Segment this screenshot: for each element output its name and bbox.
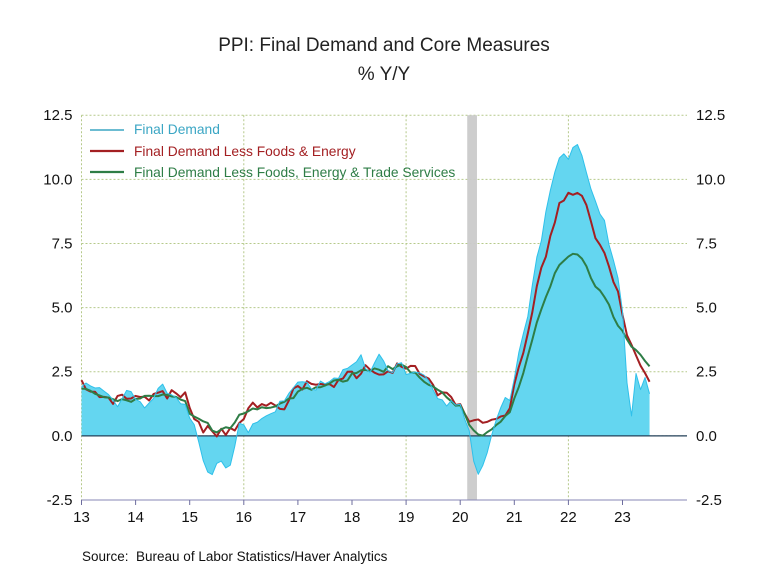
svg-text:0.0: 0.0 [52,428,73,445]
svg-text:23: 23 [614,509,631,526]
svg-text:5.0: 5.0 [52,300,73,317]
svg-text:2.5: 2.5 [52,364,73,381]
svg-text:21: 21 [506,509,523,526]
svg-text:-2.5: -2.5 [696,492,722,509]
svg-text:10.0: 10.0 [696,171,725,188]
svg-text:13: 13 [73,509,90,526]
svg-text:14: 14 [127,509,144,526]
svg-text:22: 22 [560,509,577,526]
svg-text:7.5: 7.5 [52,235,73,252]
svg-text:18: 18 [344,509,361,526]
svg-text:15: 15 [181,509,198,526]
svg-text:20: 20 [452,509,469,526]
svg-text:12.5: 12.5 [696,107,725,124]
svg-text:10.0: 10.0 [43,171,72,188]
svg-text:16: 16 [235,509,252,526]
svg-text:5.0: 5.0 [696,300,717,317]
svg-text:7.5: 7.5 [696,235,717,252]
svg-text:-2.5: -2.5 [47,492,73,509]
svg-text:0.0: 0.0 [696,428,717,445]
svg-text:12.5: 12.5 [43,107,72,124]
svg-text:19: 19 [398,509,415,526]
svg-text:2.5: 2.5 [696,364,717,381]
svg-text:17: 17 [290,509,307,526]
